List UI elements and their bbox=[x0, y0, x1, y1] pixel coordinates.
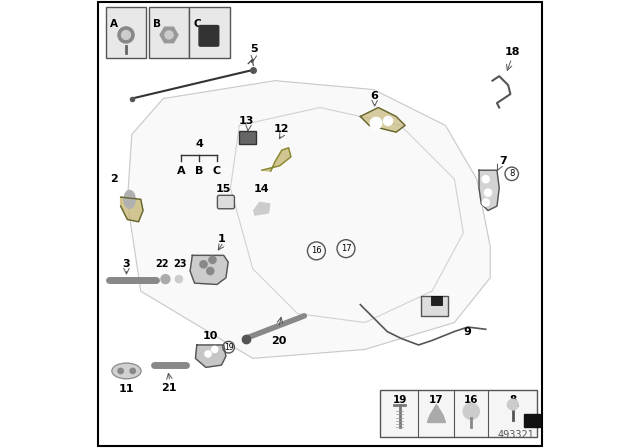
Ellipse shape bbox=[112, 363, 141, 379]
Polygon shape bbox=[262, 148, 291, 171]
Polygon shape bbox=[190, 255, 228, 284]
Circle shape bbox=[118, 27, 134, 43]
Circle shape bbox=[508, 399, 518, 410]
Text: 2: 2 bbox=[109, 174, 118, 184]
Circle shape bbox=[463, 403, 479, 419]
Text: 3: 3 bbox=[123, 259, 131, 269]
Polygon shape bbox=[253, 202, 270, 215]
Circle shape bbox=[122, 30, 131, 39]
Text: 17: 17 bbox=[429, 395, 444, 405]
Text: B: B bbox=[195, 166, 204, 176]
Polygon shape bbox=[121, 197, 143, 222]
Text: 19: 19 bbox=[392, 395, 407, 405]
Text: 9: 9 bbox=[463, 327, 471, 336]
Polygon shape bbox=[195, 345, 226, 367]
Text: 10: 10 bbox=[202, 332, 218, 341]
Circle shape bbox=[212, 346, 218, 353]
Circle shape bbox=[207, 267, 214, 275]
Text: 5: 5 bbox=[250, 44, 257, 54]
Text: A: A bbox=[110, 19, 118, 29]
Circle shape bbox=[130, 368, 136, 374]
Circle shape bbox=[205, 351, 211, 357]
Polygon shape bbox=[428, 405, 445, 422]
Text: A: A bbox=[177, 166, 186, 176]
Bar bbox=[380, 390, 538, 437]
Text: 17: 17 bbox=[340, 244, 351, 253]
Circle shape bbox=[209, 256, 216, 263]
Text: 8: 8 bbox=[509, 169, 515, 178]
Text: 15: 15 bbox=[216, 184, 232, 194]
Polygon shape bbox=[360, 108, 405, 132]
Polygon shape bbox=[127, 81, 490, 358]
FancyBboxPatch shape bbox=[218, 195, 234, 209]
Text: 11: 11 bbox=[118, 384, 134, 394]
Text: 18: 18 bbox=[505, 47, 520, 57]
Bar bbox=[239, 131, 257, 144]
Text: 16: 16 bbox=[464, 395, 479, 405]
Circle shape bbox=[161, 275, 170, 284]
Circle shape bbox=[482, 176, 490, 183]
Circle shape bbox=[200, 261, 207, 268]
Text: 22: 22 bbox=[156, 259, 169, 269]
Text: 493321: 493321 bbox=[497, 430, 534, 440]
Text: 20: 20 bbox=[271, 336, 287, 346]
Bar bbox=[149, 7, 189, 58]
Text: 8: 8 bbox=[509, 395, 516, 405]
Bar bbox=[421, 296, 448, 316]
Circle shape bbox=[383, 116, 392, 125]
Text: C: C bbox=[213, 166, 221, 176]
Text: C: C bbox=[194, 19, 202, 29]
FancyBboxPatch shape bbox=[99, 2, 541, 446]
Circle shape bbox=[482, 199, 490, 206]
Circle shape bbox=[370, 117, 382, 129]
Bar bbox=[106, 7, 146, 58]
Polygon shape bbox=[160, 27, 178, 43]
Circle shape bbox=[165, 31, 173, 39]
Text: 6: 6 bbox=[371, 91, 379, 101]
Text: 4: 4 bbox=[195, 139, 203, 149]
Bar bbox=[431, 296, 442, 305]
Text: B: B bbox=[154, 19, 161, 29]
Ellipse shape bbox=[124, 190, 135, 208]
Circle shape bbox=[484, 189, 492, 196]
Text: 12: 12 bbox=[274, 125, 290, 134]
Text: 21: 21 bbox=[161, 383, 177, 393]
FancyBboxPatch shape bbox=[199, 26, 219, 46]
Text: 1: 1 bbox=[218, 234, 225, 244]
Text: 16: 16 bbox=[311, 246, 322, 255]
Polygon shape bbox=[479, 170, 499, 211]
Text: 7: 7 bbox=[499, 156, 507, 166]
Circle shape bbox=[118, 368, 124, 374]
Text: 19: 19 bbox=[224, 343, 234, 352]
Bar bbox=[189, 7, 230, 58]
Text: 13: 13 bbox=[238, 116, 254, 126]
Polygon shape bbox=[524, 414, 540, 427]
Text: 23: 23 bbox=[173, 259, 187, 269]
Text: 14: 14 bbox=[254, 184, 269, 194]
Circle shape bbox=[175, 276, 182, 283]
